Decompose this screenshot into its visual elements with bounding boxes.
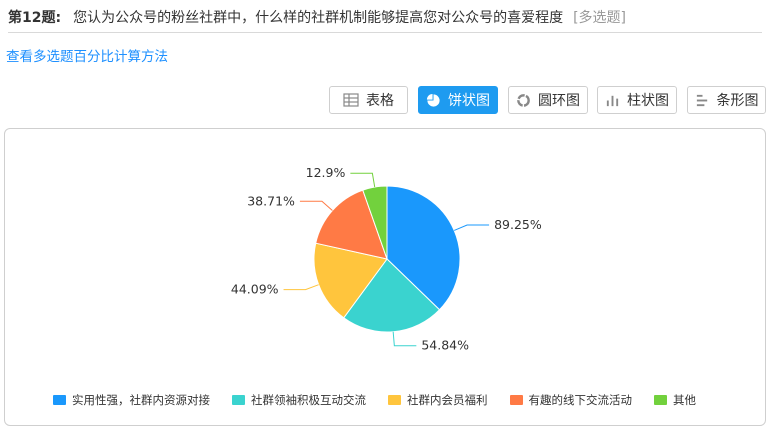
donut-chart-view-button[interactable]: 圆环图 bbox=[508, 86, 588, 114]
pie-chart-view-button[interactable]: 饼状图 bbox=[418, 86, 498, 114]
pie-slice-benefit[interactable] bbox=[313, 242, 388, 319]
calc-method-link[interactable]: 查看多选题百分比计算方法 bbox=[6, 49, 168, 65]
data-label-resource: 89.25% bbox=[494, 217, 542, 232]
bar-chart-view-button[interactable]: 柱状图 bbox=[597, 86, 677, 114]
legend-swatch bbox=[654, 395, 667, 405]
legend-swatch bbox=[388, 395, 401, 405]
leader-line-leader bbox=[392, 331, 417, 347]
table-icon bbox=[343, 93, 359, 107]
question-text: 您认为公众号的粉丝社群中，什么样的社群机制能够提高您对公众号的喜爱程度 bbox=[73, 10, 564, 26]
legend-label: 社群内会员福利 bbox=[407, 393, 488, 407]
chart-container: 89.25% 54.84% 44.09% 38.71% 12.9% 实用性强，社群内资源… bbox=[4, 128, 766, 426]
question-type: [多选题] bbox=[573, 10, 627, 26]
legend-label: 有趣的线下交流活动 bbox=[528, 393, 633, 407]
bar-chart-view-label: 柱状图 bbox=[627, 93, 669, 109]
legend-label: 其他 bbox=[673, 393, 696, 407]
data-label-offline: 38.71% bbox=[247, 193, 295, 208]
horizontal-bar-view-button[interactable]: 条形图 bbox=[687, 86, 766, 114]
chart-type-toolbar: 表格 饼状图 圆环图 柱状图 条形图 bbox=[0, 86, 770, 114]
legend-item-other[interactable]: 其他 bbox=[654, 392, 696, 408]
pie-slice-offline[interactable] bbox=[315, 189, 388, 260]
leader-line-benefit bbox=[283, 284, 319, 291]
pie-slice-leader[interactable] bbox=[343, 258, 441, 333]
bar-chart-icon bbox=[606, 95, 619, 106]
table-view-label: 表格 bbox=[366, 93, 394, 109]
data-label-benefit: 44.09% bbox=[231, 282, 279, 297]
legend-swatch bbox=[232, 395, 245, 405]
data-label-other: 12.9% bbox=[306, 165, 346, 180]
legend-swatch bbox=[53, 395, 66, 405]
table-view-button[interactable]: 表格 bbox=[329, 86, 408, 114]
pie-chart-icon bbox=[426, 93, 440, 107]
donut-chart-view-label: 圆环图 bbox=[538, 93, 580, 109]
legend-swatch bbox=[509, 395, 523, 405]
question-header: 第12题: 您认为公众号的粉丝社群中，什么样的社群机制能够提高您对公众号的喜爱程… bbox=[8, 2, 762, 33]
donut-chart-icon bbox=[517, 93, 530, 107]
horizontal-bar-icon bbox=[696, 94, 707, 106]
leader-line-other bbox=[350, 172, 376, 188]
legend-item-leader[interactable]: 社群领袖积极互动交流 bbox=[232, 392, 366, 408]
leader-line-offline bbox=[299, 200, 333, 211]
legend-label: 实用性强，社群内资源对接 bbox=[72, 393, 210, 407]
legend-item-resource[interactable]: 实用性强，社群内资源对接 bbox=[53, 392, 210, 408]
pie-chart: 89.25% 54.84% 44.09% 38.71% 12.9% bbox=[231, 165, 542, 353]
pie-slice-other[interactable] bbox=[362, 185, 388, 260]
question-number: 第12题: bbox=[8, 10, 62, 26]
legend-item-benefit[interactable]: 社群内会员福利 bbox=[388, 392, 488, 408]
data-label-leader: 54.84% bbox=[421, 338, 469, 353]
horizontal-bar-view-label: 条形图 bbox=[716, 93, 759, 109]
legend-label: 社群领袖积极互动交流 bbox=[251, 393, 366, 407]
pie-chart-view-label: 饼状图 bbox=[448, 93, 490, 109]
leader-line-resource bbox=[453, 224, 490, 231]
legend-item-offline[interactable]: 有趣的线下交流活动 bbox=[509, 392, 633, 408]
chart-legend: 实用性强，社群内资源对接 社群领袖积极互动交流 社群内会员福利 有趣的线下交流活动 其他 bbox=[53, 391, 718, 409]
